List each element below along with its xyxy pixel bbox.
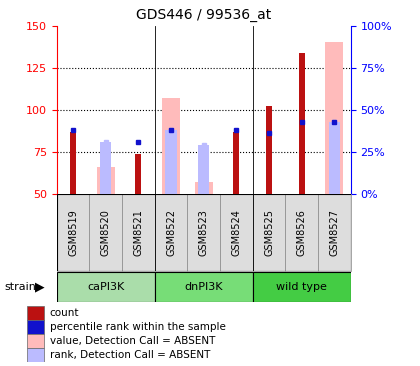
Bar	[155, 272, 253, 302]
Bar	[220, 194, 253, 271]
Bar	[27, 320, 44, 334]
Text: GSM8526: GSM8526	[297, 209, 307, 256]
Text: GSM8525: GSM8525	[264, 209, 274, 256]
Bar	[195, 182, 213, 194]
Bar	[165, 130, 177, 194]
Title: GDS446 / 99536_at: GDS446 / 99536_at	[136, 8, 271, 22]
Bar	[162, 98, 180, 194]
Bar	[253, 194, 285, 271]
Text: value, Detection Call = ABSENT: value, Detection Call = ABSENT	[50, 336, 215, 346]
Bar	[27, 306, 44, 320]
Text: caPI3K: caPI3K	[87, 282, 124, 292]
Text: GSM8522: GSM8522	[166, 209, 176, 256]
Text: GSM8519: GSM8519	[68, 209, 78, 256]
Bar	[329, 122, 340, 194]
Bar	[299, 53, 304, 194]
Text: GSM8521: GSM8521	[134, 209, 143, 256]
Bar	[266, 107, 272, 194]
Bar	[27, 348, 44, 362]
Text: rank, Detection Call = ABSENT: rank, Detection Call = ABSENT	[50, 350, 210, 360]
Text: percentile rank within the sample: percentile rank within the sample	[50, 322, 226, 332]
Bar	[57, 194, 89, 271]
Bar	[285, 194, 318, 271]
Text: dnPI3K: dnPI3K	[184, 282, 223, 292]
Text: GSM8527: GSM8527	[329, 209, 339, 256]
Text: ▶: ▶	[35, 280, 45, 294]
Bar	[57, 272, 155, 302]
Bar	[253, 272, 351, 302]
Bar	[187, 194, 220, 271]
Bar	[135, 154, 141, 194]
Bar	[27, 334, 44, 348]
Text: strain: strain	[4, 282, 36, 292]
Bar	[234, 132, 239, 194]
Bar	[70, 132, 76, 194]
Text: GSM8520: GSM8520	[101, 209, 111, 256]
Text: wild type: wild type	[276, 282, 327, 292]
Text: GSM8524: GSM8524	[231, 209, 241, 256]
Bar	[318, 194, 351, 271]
Bar	[97, 167, 115, 194]
Bar	[100, 142, 111, 194]
Bar	[89, 194, 122, 271]
Text: GSM8523: GSM8523	[199, 209, 209, 256]
Text: count: count	[50, 308, 79, 318]
Bar	[155, 194, 187, 271]
Bar	[326, 42, 344, 194]
Bar	[198, 145, 210, 194]
Bar	[122, 194, 155, 271]
